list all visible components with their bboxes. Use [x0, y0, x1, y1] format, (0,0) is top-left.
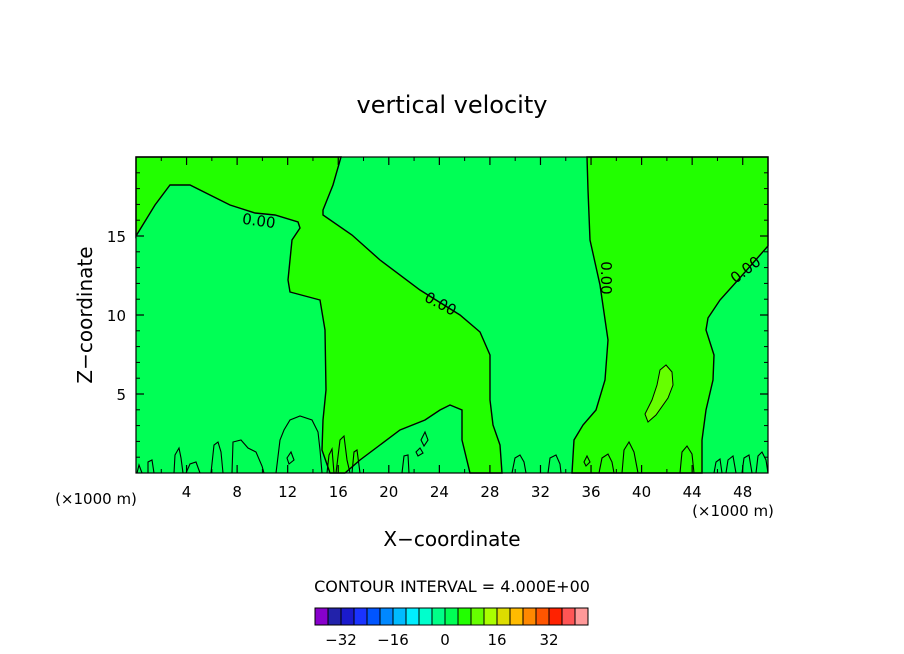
colorbar-swatch	[327, 607, 342, 626]
colorbar-swatch	[379, 607, 394, 626]
plot-area: 0.00 0.00 0.00 0.00	[135, 156, 769, 474]
colorbar-swatch	[509, 607, 524, 626]
x-tick-label: 4	[182, 483, 192, 501]
colorbar-swatch	[431, 607, 446, 626]
axis-ticks	[136, 157, 768, 473]
colorbar-swatch	[457, 607, 472, 626]
y-tick-label: 5	[116, 386, 126, 404]
x-tick-label: 20	[379, 483, 398, 501]
x-unit-left: (×1000 m)	[55, 490, 137, 508]
colorbar-swatch	[522, 607, 537, 626]
colorbar-tick-label: −32	[325, 631, 357, 649]
colorbar-swatch	[392, 607, 407, 626]
local-maximum-contour	[644, 364, 674, 423]
x-unit-right: (×1000 m)	[692, 502, 774, 520]
chart-title: vertical velocity	[357, 91, 548, 119]
y-axis-label: Z−coordinate	[73, 246, 97, 383]
x-tick-label: 24	[430, 483, 449, 501]
colorbar-swatch	[444, 607, 459, 626]
x-tick-label: 16	[329, 483, 348, 501]
colorbar-swatch	[353, 607, 368, 626]
colorbar-tick-label: 32	[539, 631, 558, 649]
colorbar-swatch	[548, 607, 563, 626]
colorbar-swatch	[535, 607, 550, 626]
y-tick-label: 10	[107, 307, 126, 325]
positive-region-right	[571, 156, 769, 474]
colorbar: −32 −16 0 16 32	[314, 607, 589, 649]
colorbar-swatch	[496, 607, 511, 626]
colorbar-swatch	[561, 607, 576, 626]
colorbar-swatch	[418, 607, 433, 626]
colorbar-tick-label: 16	[487, 631, 506, 649]
x-tick-label: 32	[531, 483, 550, 501]
x-tick-label: 44	[683, 483, 702, 501]
near-surface-contours	[136, 415, 769, 474]
colorbar-tick-label: −16	[377, 631, 409, 649]
colorbar-swatch	[366, 607, 381, 626]
colorbar-swatch	[470, 607, 485, 626]
colorbar-swatch	[483, 607, 498, 626]
colorbar-swatch	[574, 607, 589, 626]
x-tick-label: 28	[480, 483, 499, 501]
y-tick-label: 15	[107, 228, 126, 246]
x-tick-label: 40	[632, 483, 651, 501]
x-axis-label: X−coordinate	[383, 527, 520, 551]
contour-label: 0.00	[597, 261, 615, 294]
x-tick-label: 8	[232, 483, 242, 501]
x-tick-label: 12	[278, 483, 297, 501]
x-tick-label: 36	[581, 483, 600, 501]
colorbar-tick-label: 0	[440, 631, 450, 649]
colorbar-swatch	[340, 607, 355, 626]
contour-label: 0.00	[241, 210, 277, 232]
positive-region-left	[135, 156, 503, 474]
x-tick-label: 48	[733, 483, 752, 501]
contour-interval-label: CONTOUR INTERVAL = 4.000E+00	[314, 577, 590, 596]
colorbar-swatch	[314, 607, 329, 626]
colorbar-swatch	[405, 607, 420, 626]
